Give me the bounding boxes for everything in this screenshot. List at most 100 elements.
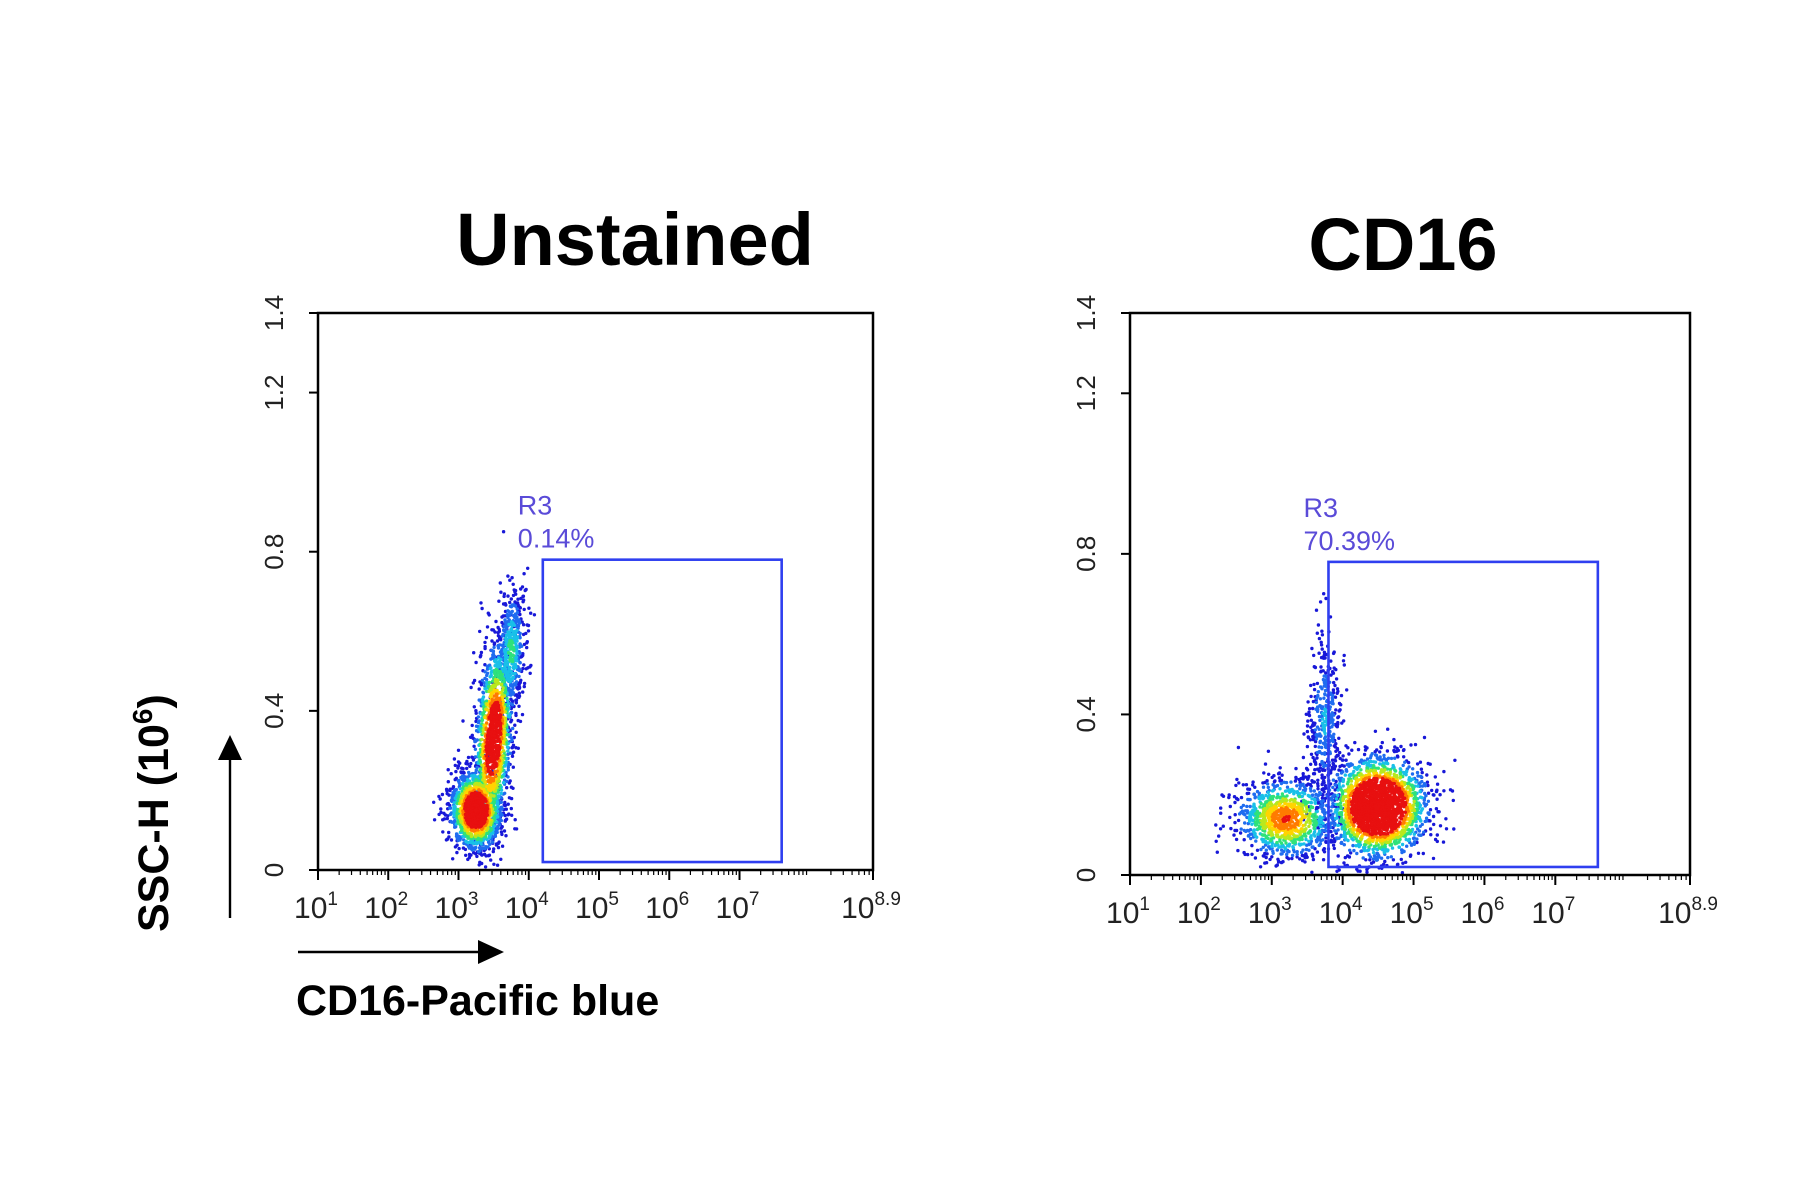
event-dot — [1453, 758, 1457, 762]
event-dot — [1215, 850, 1220, 854]
event-dot — [1332, 846, 1337, 851]
event-dot — [1331, 651, 1336, 656]
event-dot — [1312, 789, 1317, 793]
event-dot — [475, 854, 479, 859]
event-dot — [485, 775, 489, 779]
event-dot — [1362, 752, 1367, 757]
event-dot — [1233, 800, 1237, 805]
event-dot — [485, 671, 490, 675]
event-dot — [1309, 694, 1313, 699]
event-dot — [454, 776, 458, 780]
event-dot — [1241, 803, 1246, 808]
event-dot — [1290, 856, 1294, 861]
event-dot — [1344, 758, 1348, 762]
event-dot — [1285, 785, 1290, 789]
event-dot — [1336, 854, 1340, 858]
event-dot — [1321, 810, 1325, 814]
event-dot — [497, 629, 502, 633]
event-dot — [504, 633, 509, 638]
event-dot — [1312, 830, 1317, 834]
event-dot — [1400, 848, 1404, 852]
event-dot — [474, 711, 478, 715]
event-dot — [1291, 845, 1295, 849]
event-dot — [1287, 842, 1292, 846]
event-dot — [473, 747, 478, 751]
event-dot — [1262, 771, 1266, 775]
event-dot — [1318, 804, 1323, 808]
event-dot — [1322, 779, 1326, 783]
event-dot — [1420, 770, 1424, 775]
event-dot — [1316, 707, 1320, 712]
event-dot — [512, 615, 517, 620]
event-dot — [495, 863, 500, 867]
event-dot — [1373, 760, 1378, 764]
event-dot — [1378, 750, 1382, 754]
y-axis-ticks: 00.40.81.21.4 — [259, 295, 318, 877]
event-dot — [1346, 838, 1350, 843]
event-dot — [1329, 673, 1333, 677]
event-dot — [1280, 773, 1284, 777]
event-dot — [1411, 767, 1415, 771]
event-dot — [1316, 778, 1320, 782]
event-dot — [509, 643, 513, 647]
event-dot — [472, 705, 476, 709]
gate-percent-label: 0.14% — [518, 524, 595, 554]
event-dot — [481, 731, 485, 735]
event-dot — [1333, 783, 1338, 787]
event-dot — [1305, 744, 1310, 749]
event-dot — [483, 640, 487, 645]
event-dot — [526, 629, 531, 633]
event-dot — [1373, 750, 1377, 754]
event-dot — [1309, 718, 1314, 722]
event-dot — [1422, 801, 1426, 805]
x-tick-label: 106 — [645, 889, 689, 925]
event-dot — [1239, 795, 1244, 800]
event-dot — [1318, 697, 1323, 701]
event-dot — [1330, 670, 1335, 674]
event-dot — [469, 832, 474, 836]
event-dot — [1323, 656, 1327, 660]
event-dot — [1401, 748, 1406, 753]
event-dot — [1425, 773, 1429, 777]
event-dot — [1321, 858, 1326, 862]
event-dot — [1416, 784, 1420, 788]
event-dot — [1317, 829, 1322, 833]
event-dot — [1317, 651, 1321, 655]
event-dot — [1375, 851, 1379, 855]
y-tick-label: 1.2 — [259, 374, 289, 410]
event-dot — [1311, 706, 1315, 711]
event-dot — [461, 719, 465, 723]
event-dot — [1367, 853, 1371, 857]
event-dot — [1339, 693, 1344, 698]
event-dot — [1259, 801, 1263, 806]
event-dot — [1308, 738, 1313, 742]
event-dot — [505, 663, 510, 667]
event-dot — [1386, 761, 1390, 766]
event-dot — [454, 825, 458, 829]
event-dot — [1435, 782, 1440, 786]
event-dot — [514, 645, 518, 649]
event-dot — [1283, 789, 1288, 793]
event-dot — [1399, 857, 1404, 862]
event-dot — [461, 770, 466, 774]
event-dot — [1331, 801, 1335, 806]
event-dot — [1310, 852, 1314, 856]
event-dot — [1426, 799, 1431, 803]
event-dot — [1228, 815, 1232, 820]
event-dot — [491, 679, 495, 683]
event-dot — [522, 607, 526, 612]
event-dot — [480, 606, 484, 611]
event-dot — [498, 672, 502, 677]
event-dot — [1318, 842, 1323, 846]
event-dot — [1422, 830, 1426, 834]
event-dot — [503, 813, 507, 818]
event-dot — [477, 687, 481, 691]
event-dot — [1247, 787, 1252, 791]
event-dot — [509, 597, 513, 601]
event-dot — [1272, 780, 1277, 784]
event-dot — [480, 737, 484, 742]
event-dot — [491, 725, 496, 730]
event-dot — [1347, 855, 1352, 859]
event-dot — [1363, 748, 1368, 752]
